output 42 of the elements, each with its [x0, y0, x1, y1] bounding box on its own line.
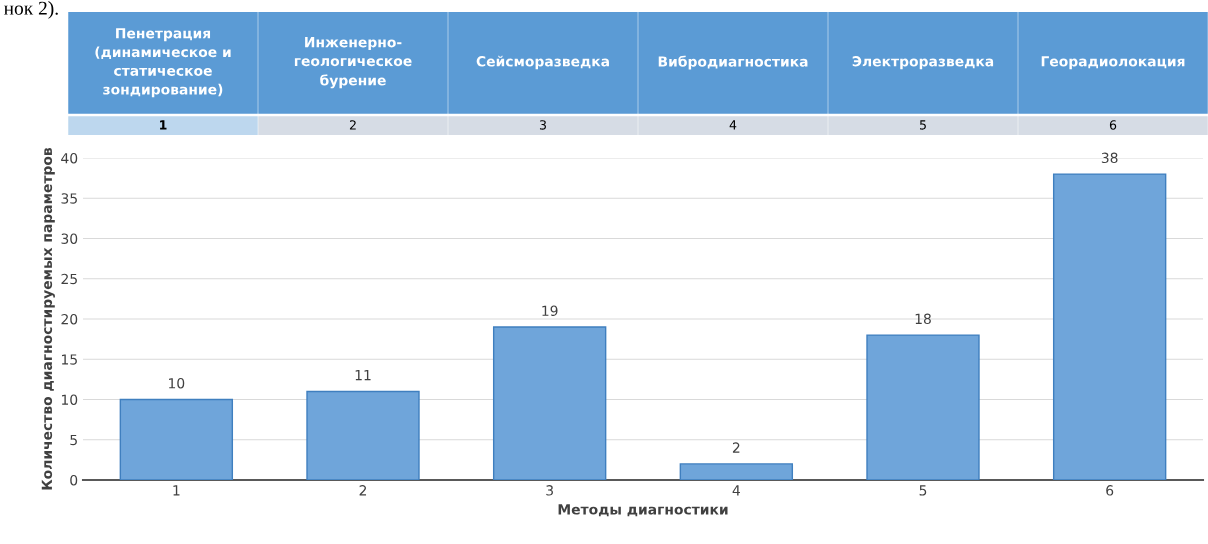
x-tick-label: 6	[1106, 485, 1114, 496]
data-label: 11	[355, 370, 371, 381]
category-label: 1	[160, 120, 167, 130]
y-axis-title: Количество диагностируемых параметров	[41, 147, 55, 490]
bar	[866, 334, 980, 480]
y-tick-label: 25	[61, 273, 77, 285]
y-tick-label: 15	[61, 354, 77, 365]
x-axis-title: Методы диагностики	[558, 504, 728, 517]
text: Пенетрация (динамическое и статическое зондирование)	[95, 28, 231, 98]
text: нок 2).	[3, 1, 58, 19]
x-tick-label: 3	[546, 485, 553, 496]
data-label: 10	[169, 377, 185, 389]
data-label: 38	[1101, 152, 1118, 164]
text: Инженерно- геологическое бурение	[294, 37, 412, 89]
x-tick-label: 1	[173, 485, 180, 496]
data-label: 18	[915, 313, 931, 325]
category-label: 2	[349, 120, 356, 130]
text: Георадиолокация	[1041, 56, 1185, 70]
x-tick-label: 2	[359, 485, 367, 496]
x-tick-label: 4	[732, 485, 740, 496]
y-tick-label: 30	[61, 233, 78, 244]
text: Вибродиагностика	[658, 55, 808, 70]
y-tick-label: 0	[70, 474, 78, 486]
y-tick-label: 10	[61, 394, 78, 405]
y-tick-label: 35	[61, 193, 77, 204]
bar	[119, 398, 234, 480]
text: Электроразведка	[852, 56, 994, 70]
data-label: 2	[732, 442, 740, 453]
category-label: 5	[919, 120, 926, 130]
bar	[1052, 173, 1167, 480]
data-label: 19	[542, 305, 558, 317]
y-tick-label: 5	[70, 434, 77, 446]
y-tick-label: 20	[61, 313, 78, 325]
bar	[492, 326, 607, 480]
bar	[679, 463, 794, 480]
category-label: 6	[1109, 120, 1117, 130]
category-label: 3	[539, 120, 546, 130]
category-label: 4	[729, 120, 737, 130]
text: Сейсморазведка	[476, 55, 609, 70]
x-tick-label: 5	[919, 485, 927, 496]
y-tick-label: 40	[61, 152, 78, 164]
bar	[306, 390, 420, 480]
